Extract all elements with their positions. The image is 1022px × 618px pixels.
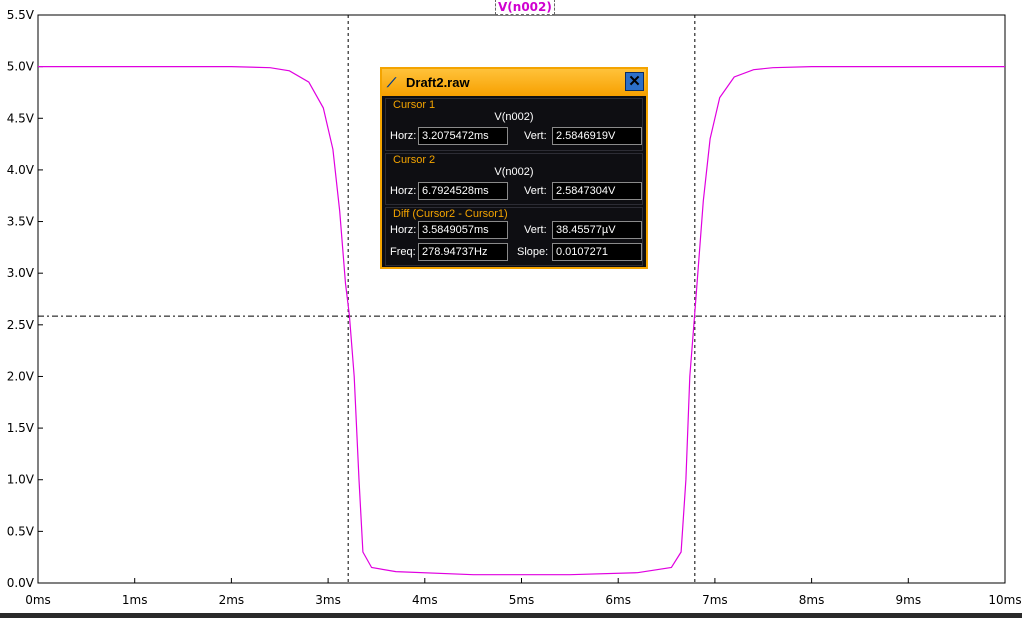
trace-v-n002 (38, 66, 1005, 576)
diff-slope-label: Slope: (517, 246, 549, 258)
x-tick-label: 9ms (896, 593, 922, 607)
y-tick-label: 1.5V (7, 421, 35, 435)
cursor-lines (38, 15, 1005, 583)
y-tick-label: 0.0V (7, 576, 35, 590)
diff-freq-label: Freq: (390, 246, 416, 258)
axis-ticks: 0ms 1ms 2ms 3ms 4ms 5ms 6ms 7ms 8ms 9ms 10ms 0.0V 0.… (7, 8, 1022, 607)
diff-section: Diff (Cursor2 - Cursor1) Horz: 3.5849057… (385, 207, 643, 266)
y-tick-label: 1.0V (7, 473, 35, 487)
cursor1-vert-label: Vert: (524, 130, 547, 142)
y-tick-label: 4.5V (7, 111, 35, 125)
cursor2-vert-field[interactable]: 2.5847304V (552, 182, 642, 200)
y-tick-label: 5.0V (7, 60, 35, 74)
x-tick-label: 7ms (702, 593, 728, 607)
y-tick-label: 2.0V (7, 369, 35, 383)
diff-vert-label: Vert: (524, 224, 547, 236)
x-tick-label: 5ms (509, 593, 535, 607)
window-title: Draft2.raw (406, 75, 470, 90)
x-tick-label: 10ms (988, 593, 1021, 607)
x-tick-label: 6ms (605, 593, 631, 607)
diff-freq-field[interactable]: 278.94737Hz (418, 243, 508, 261)
x-tick-label: 1ms (122, 593, 148, 607)
waveform-app-icon: ⟋ (387, 75, 397, 90)
cursor2-vert-label: Vert: (524, 185, 547, 197)
y-tick-label: 3.5V (7, 215, 35, 229)
cursor2-signal: V(n002) (494, 166, 534, 178)
cursor2-horz-field[interactable]: 6.7924528ms (418, 182, 508, 200)
x-tick-label: 3ms (315, 593, 341, 607)
cursor1-title: Cursor 1 (393, 99, 436, 111)
diff-horz-field[interactable]: 3.5849057ms (418, 221, 508, 239)
y-tick-label: 2.5V (7, 318, 35, 332)
cursor1-section: Cursor 1 V(n002) Horz: 3.2075472ms Vert:… (385, 98, 643, 151)
cursor1-horz-field[interactable]: 3.2075472ms (418, 127, 508, 145)
cursor2-title: Cursor 2 (393, 154, 436, 166)
cursor1-signal: V(n002) (494, 111, 534, 123)
x-tick-label: 8ms (799, 593, 825, 607)
cursor2-horz-label: Horz: (390, 185, 417, 197)
cursor-readout-window[interactable]: ⟋ Draft2.raw ✕ Cursor 1 V(n002) Horz: 3.… (380, 67, 648, 269)
y-tick-label: 3.0V (7, 266, 35, 280)
diff-vert-field[interactable]: 38.45577µV (552, 221, 642, 239)
cursor1-vert-field[interactable]: 2.5846919V (552, 127, 642, 145)
x-tick-label: 0ms (25, 593, 51, 607)
y-tick-label: 5.5V (7, 8, 35, 22)
diff-slope-field[interactable]: 0.0107271 (552, 243, 642, 261)
trace-label[interactable]: V(n002) (495, 0, 555, 15)
status-strip (0, 613, 1022, 618)
cursor1-horz-label: Horz: (390, 130, 417, 142)
x-tick-label: 4ms (412, 593, 438, 607)
diff-horz-label: Horz: (390, 224, 417, 236)
window-title-bar[interactable]: ⟋ Draft2.raw ✕ (382, 69, 646, 96)
diff-title: Diff (Cursor2 - Cursor1) (393, 208, 508, 220)
y-tick-label: 0.5V (7, 524, 35, 538)
y-tick-label: 4.0V (7, 163, 35, 177)
x-tick-label: 2ms (219, 593, 245, 607)
cursor2-section: Cursor 2 V(n002) Horz: 6.7924528ms Vert:… (385, 153, 643, 205)
close-button[interactable]: ✕ (625, 72, 644, 91)
